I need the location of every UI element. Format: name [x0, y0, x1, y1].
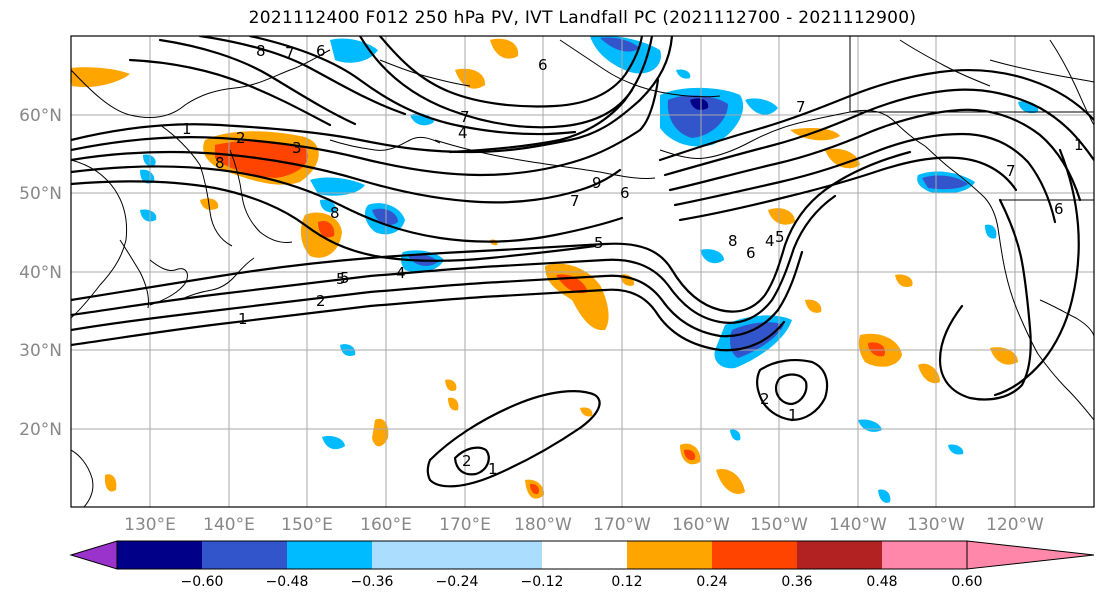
- colorbar-tick: −0.12: [521, 574, 564, 590]
- colorbar-tick: −0.60: [181, 574, 224, 590]
- colorbar-tick: 0.24: [696, 574, 727, 590]
- contour-label: 4: [765, 232, 775, 250]
- lat-label: 40°N: [19, 263, 62, 283]
- lon-label: 150°W: [750, 515, 808, 535]
- lon-label: 180°W: [514, 515, 572, 535]
- contour-label: 1: [488, 460, 498, 478]
- lat-label: 30°N: [19, 341, 62, 361]
- colorbar: −0.60 −0.48 −0.36 −0.24 −0.12 0.12 0.24 …: [69, 540, 1095, 590]
- lon-label: 160°E: [360, 515, 412, 535]
- colorbar-bin: [372, 541, 457, 569]
- colorbar-tick: 0.48: [866, 574, 897, 590]
- contour-label: 8: [256, 42, 266, 60]
- lon-label: 160°W: [672, 515, 730, 535]
- colorbar-tick: 0.12: [611, 574, 642, 590]
- lon-label: 120°W: [986, 515, 1044, 535]
- colorbar-tick: 0.60: [951, 574, 982, 590]
- colorbar-bin: [117, 541, 202, 569]
- contour-label: 4: [396, 264, 406, 282]
- colorbar-bin: [797, 541, 882, 569]
- lon-label: 130°E: [124, 515, 176, 535]
- map-title: 2021112400 F012 250 hPa PV, IVT Landfall…: [248, 8, 917, 28]
- contour-label: 6: [316, 42, 326, 60]
- map-frame: [70, 35, 1095, 508]
- contour-label: 6: [538, 56, 548, 74]
- latitude-labels: 60°N 50°N 40°N 30°N 20°N: [19, 106, 62, 440]
- contour-labels: 8 7 6 1 2 3 4 5 6 7 8 9 8 7 6 5 4 2 1 5 …: [182, 42, 1084, 478]
- lon-label: 140°W: [829, 515, 887, 535]
- contour-label: 5: [594, 234, 604, 252]
- lon-label: 150°E: [281, 515, 333, 535]
- contour-label: 2: [316, 292, 326, 310]
- lon-label: 170°E: [439, 515, 491, 535]
- contour-label: 7: [570, 192, 580, 210]
- contour-label: 6: [746, 244, 756, 262]
- colorbar-bin: [882, 541, 967, 569]
- contour-label: 7: [285, 44, 295, 62]
- lat-label: 20°N: [19, 420, 62, 440]
- lon-label: 140°E: [203, 515, 255, 535]
- contour-label: 2: [760, 390, 770, 408]
- colorbar-bin: [202, 541, 287, 569]
- colorbar-bin: [712, 541, 797, 569]
- colorbar-frame: [116, 540, 968, 570]
- map-plot-area: 8 7 6 1 2 3 4 5 6 7 8 9 8 7 6 5 4 2 1 5 …: [71, 36, 1094, 507]
- contour-label: 2: [236, 129, 246, 147]
- contour-label: 6: [620, 184, 630, 202]
- contour-label: 3: [292, 139, 302, 157]
- colorbar-bin: [542, 541, 627, 569]
- colorbar-tick: −0.36: [351, 574, 394, 590]
- contour-label: 6: [1054, 200, 1064, 218]
- contour-label: 1: [182, 120, 192, 138]
- colorbar-tick: −0.48: [266, 574, 309, 590]
- contour-label: 7: [460, 108, 470, 126]
- contour-label: 5: [336, 270, 346, 288]
- contour-label: 9: [592, 174, 602, 192]
- colorbar-tick: −0.24: [436, 574, 479, 590]
- contour-label: 1: [1074, 136, 1084, 154]
- contour-label: 5: [775, 228, 785, 246]
- colorbar-bin: [287, 541, 372, 569]
- contour-label: 1: [238, 310, 248, 328]
- contour-label: 7: [1006, 162, 1016, 180]
- contour-label: 7: [796, 98, 806, 116]
- colorbar-max-extend: [966, 540, 1095, 570]
- lon-label: 130°W: [907, 515, 965, 535]
- colorbar-tick: 0.36: [781, 574, 812, 590]
- colorbar-bin: [457, 541, 542, 569]
- contour-label: 8: [330, 204, 340, 222]
- contour-label: 2: [462, 452, 472, 470]
- colorbar-min-extend: [69, 540, 118, 570]
- contour-label: 8: [215, 154, 225, 172]
- contour-label: 8: [728, 232, 738, 250]
- contour-label: 5: [340, 269, 350, 287]
- longitude-labels: 130°E 140°E 150°E 160°E 170°E 180°W 170°…: [124, 515, 1044, 535]
- lat-label: 50°N: [19, 184, 62, 204]
- contour-label: 1: [788, 406, 798, 424]
- colorbar-bin: [627, 541, 712, 569]
- contour-label: 4: [458, 124, 468, 142]
- lat-label: 60°N: [19, 106, 62, 126]
- pv-contours: [71, 36, 1094, 488]
- lon-label: 170°W: [593, 515, 651, 535]
